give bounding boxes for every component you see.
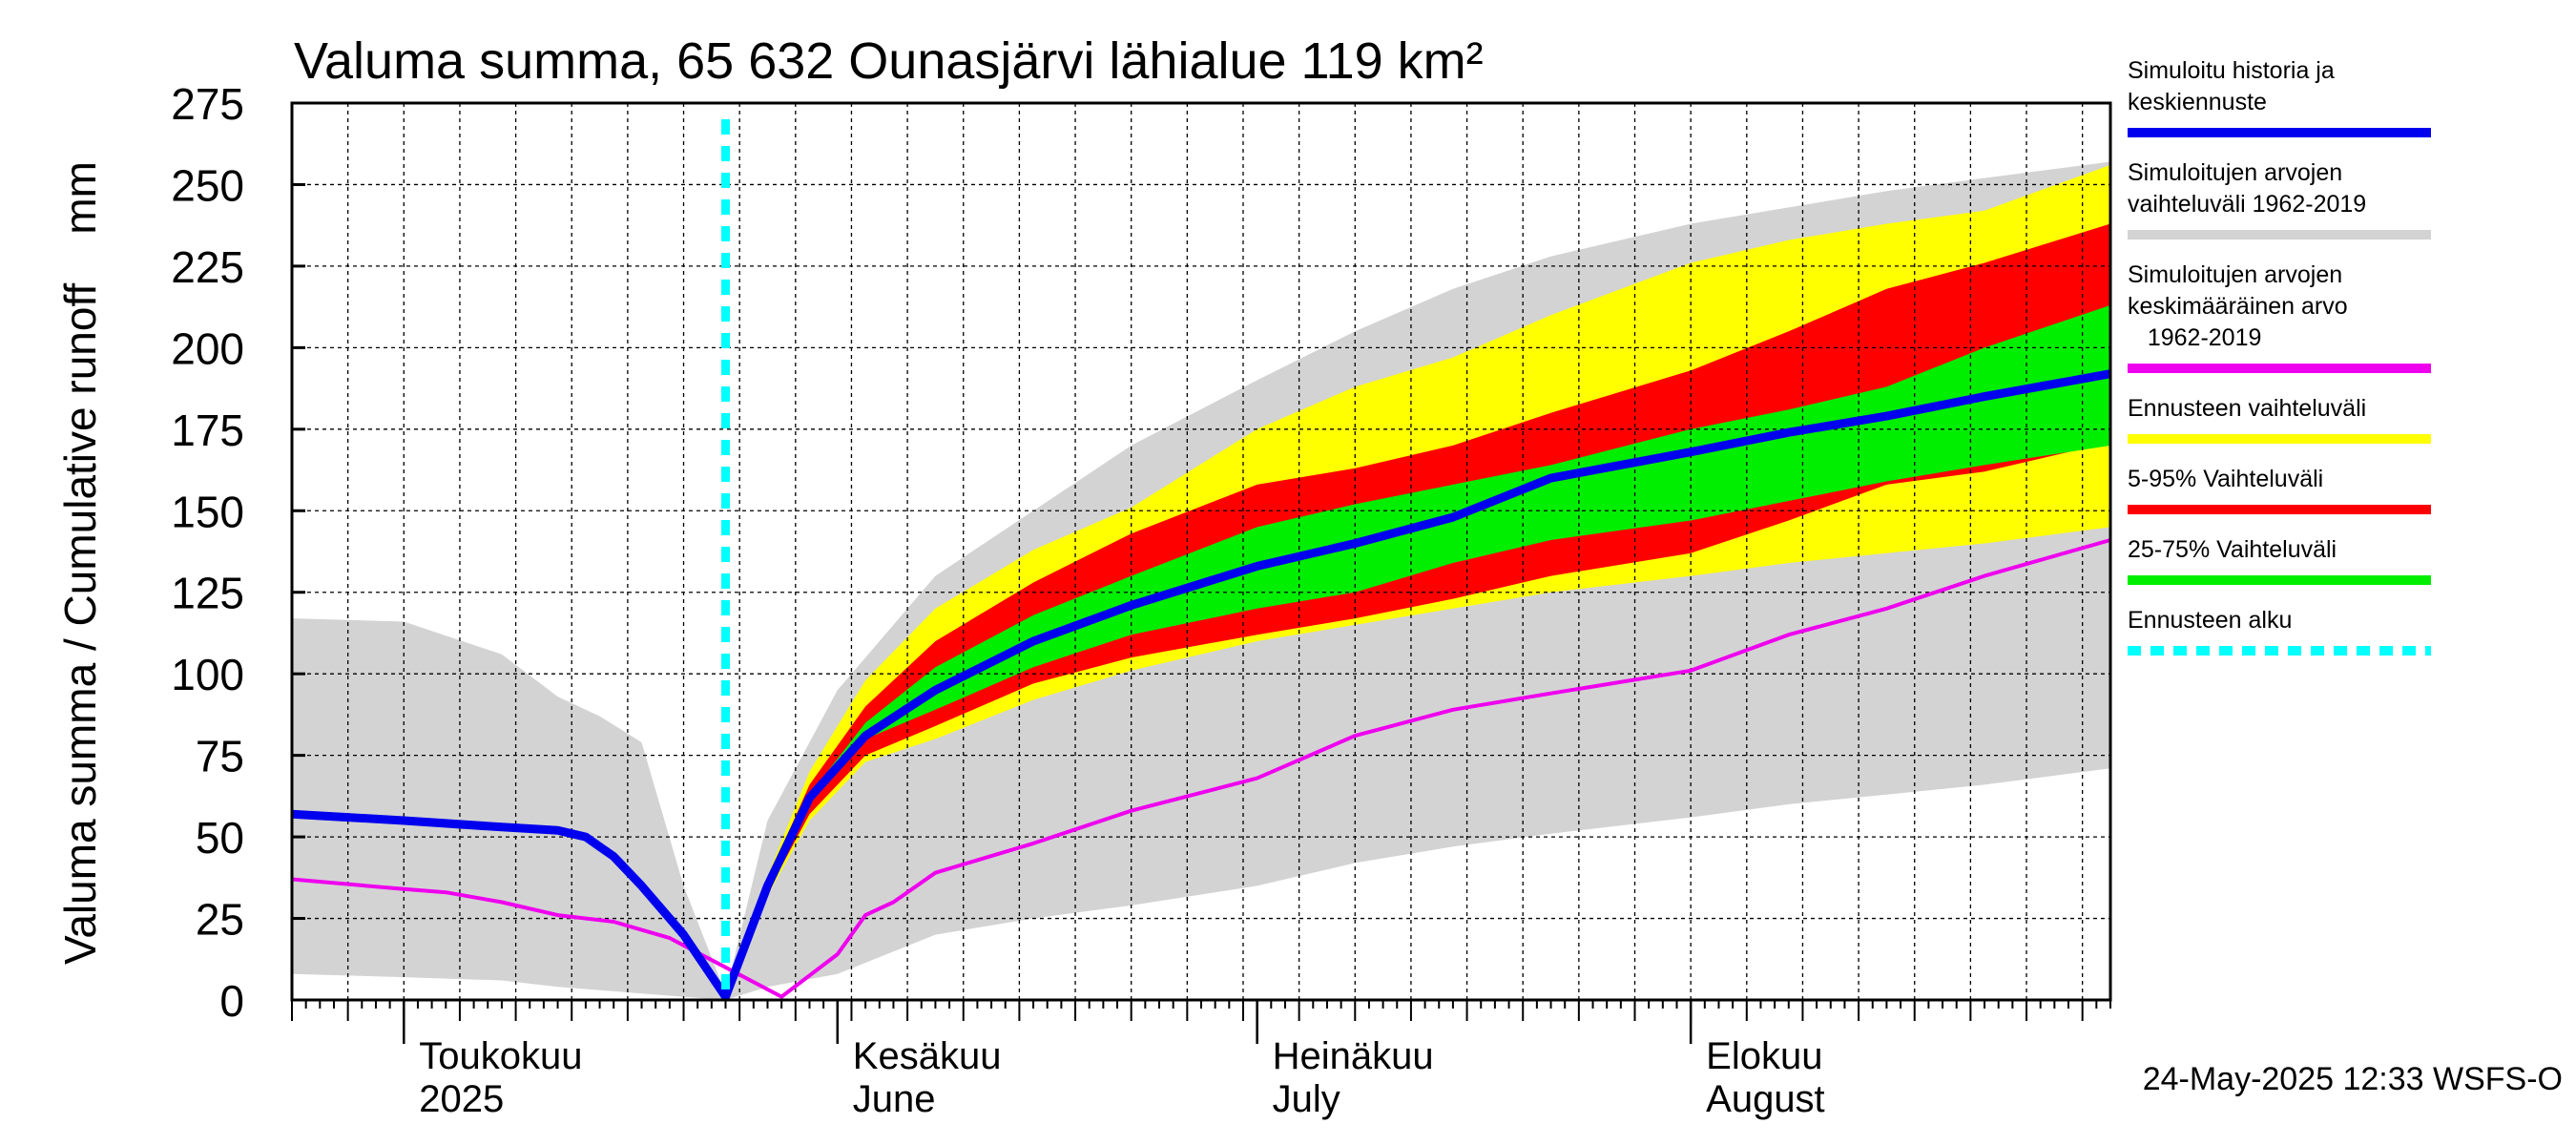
band-25-75-vaihteluv-li xyxy=(725,304,2110,997)
y-tick-label: 200 xyxy=(171,323,244,373)
month-label-line2: July xyxy=(1273,1078,1340,1120)
y-axis-label: Valuma summa / Cumulative runoff mm xyxy=(55,161,105,965)
y-tick-label: 75 xyxy=(196,732,244,781)
month-label-line1: Kesäkuu xyxy=(853,1035,1002,1077)
legend-entry-5: 5-95% Vaihteluväli xyxy=(2128,466,2431,514)
month-label-line2: June xyxy=(853,1078,936,1120)
legend-label: 5-95% Vaihteluväli xyxy=(2128,466,2323,492)
month-label-line2: August xyxy=(1706,1078,1825,1120)
legend-label: vaihteluväli 1962-2019 xyxy=(2128,191,2366,218)
plot-lines xyxy=(291,119,2111,1002)
timestamp: 24-May-2025 12:33 WSFS-O xyxy=(2143,1061,2563,1097)
y-tick-label: 175 xyxy=(171,406,244,455)
month-label-line1: Toukokuu xyxy=(419,1035,582,1077)
legend-label: Simuloitu historia ja xyxy=(2128,57,2335,84)
line-simuloitujen-arvojen-keskim-r-inen-arvo-1962-2019 xyxy=(291,538,2111,999)
y-tick-label: 100 xyxy=(171,650,244,699)
y-tick-label: 125 xyxy=(171,569,244,618)
chart-title: Valuma summa, 65 632 Ounasjärvi lähialue… xyxy=(294,32,1484,90)
legend-label: keskiennuste xyxy=(2128,89,2267,115)
legend-label: keskimääräinen arvo xyxy=(2128,293,2348,320)
month-label-line1: Elokuu xyxy=(1706,1035,1822,1077)
y-axis-ticks: 0 25 50 75 100 125 150 175 200 225 250 275 xyxy=(171,79,305,1026)
y-tick-label: 275 xyxy=(171,79,244,129)
y-tick-label: 25 xyxy=(196,895,244,945)
legend-entry-6: 25-75% Vaihteluväli xyxy=(2128,536,2431,585)
y-tick-label: 0 xyxy=(219,976,244,1026)
legend-label: Ennusteen alku xyxy=(2128,607,2292,634)
legend-label: Simuloitujen arvojen xyxy=(2128,159,2342,186)
month-label-line2: 2025 xyxy=(419,1078,504,1120)
grid-lines xyxy=(292,103,2110,1000)
legend-label: Simuloitujen arvojen xyxy=(2128,261,2342,288)
legend: Simuloitu historia jakeskiennusteSimuloi… xyxy=(2128,57,2431,656)
legend-label: Ennusteen vaihteluväli xyxy=(2128,395,2366,422)
y-tick-label: 225 xyxy=(171,242,244,292)
month-label-line1: Heinäkuu xyxy=(1273,1035,1434,1077)
legend-label: 25-75% Vaihteluväli xyxy=(2128,536,2337,563)
y-tick-label: 50 xyxy=(196,813,244,863)
legend-entry-2: Simuloitujen arvojen vaihteluväli 1962-20… xyxy=(2128,159,2431,239)
legend-entry-1: Simuloitu historia ja keskiennuste xyxy=(2128,57,2431,137)
legend-label: 1962-2019 xyxy=(2128,324,2261,351)
x-axis-ticks xyxy=(291,1000,2111,1021)
y-tick-label: 150 xyxy=(171,487,244,536)
legend-entry-7: Ennusteen alku xyxy=(2128,607,2431,656)
y-tick-label: 250 xyxy=(171,160,244,210)
line-simuloitu-historia-ja-keskiennuste xyxy=(291,369,2111,1002)
legend-entry-4: Ennusteen vaihteluväli xyxy=(2128,395,2431,444)
